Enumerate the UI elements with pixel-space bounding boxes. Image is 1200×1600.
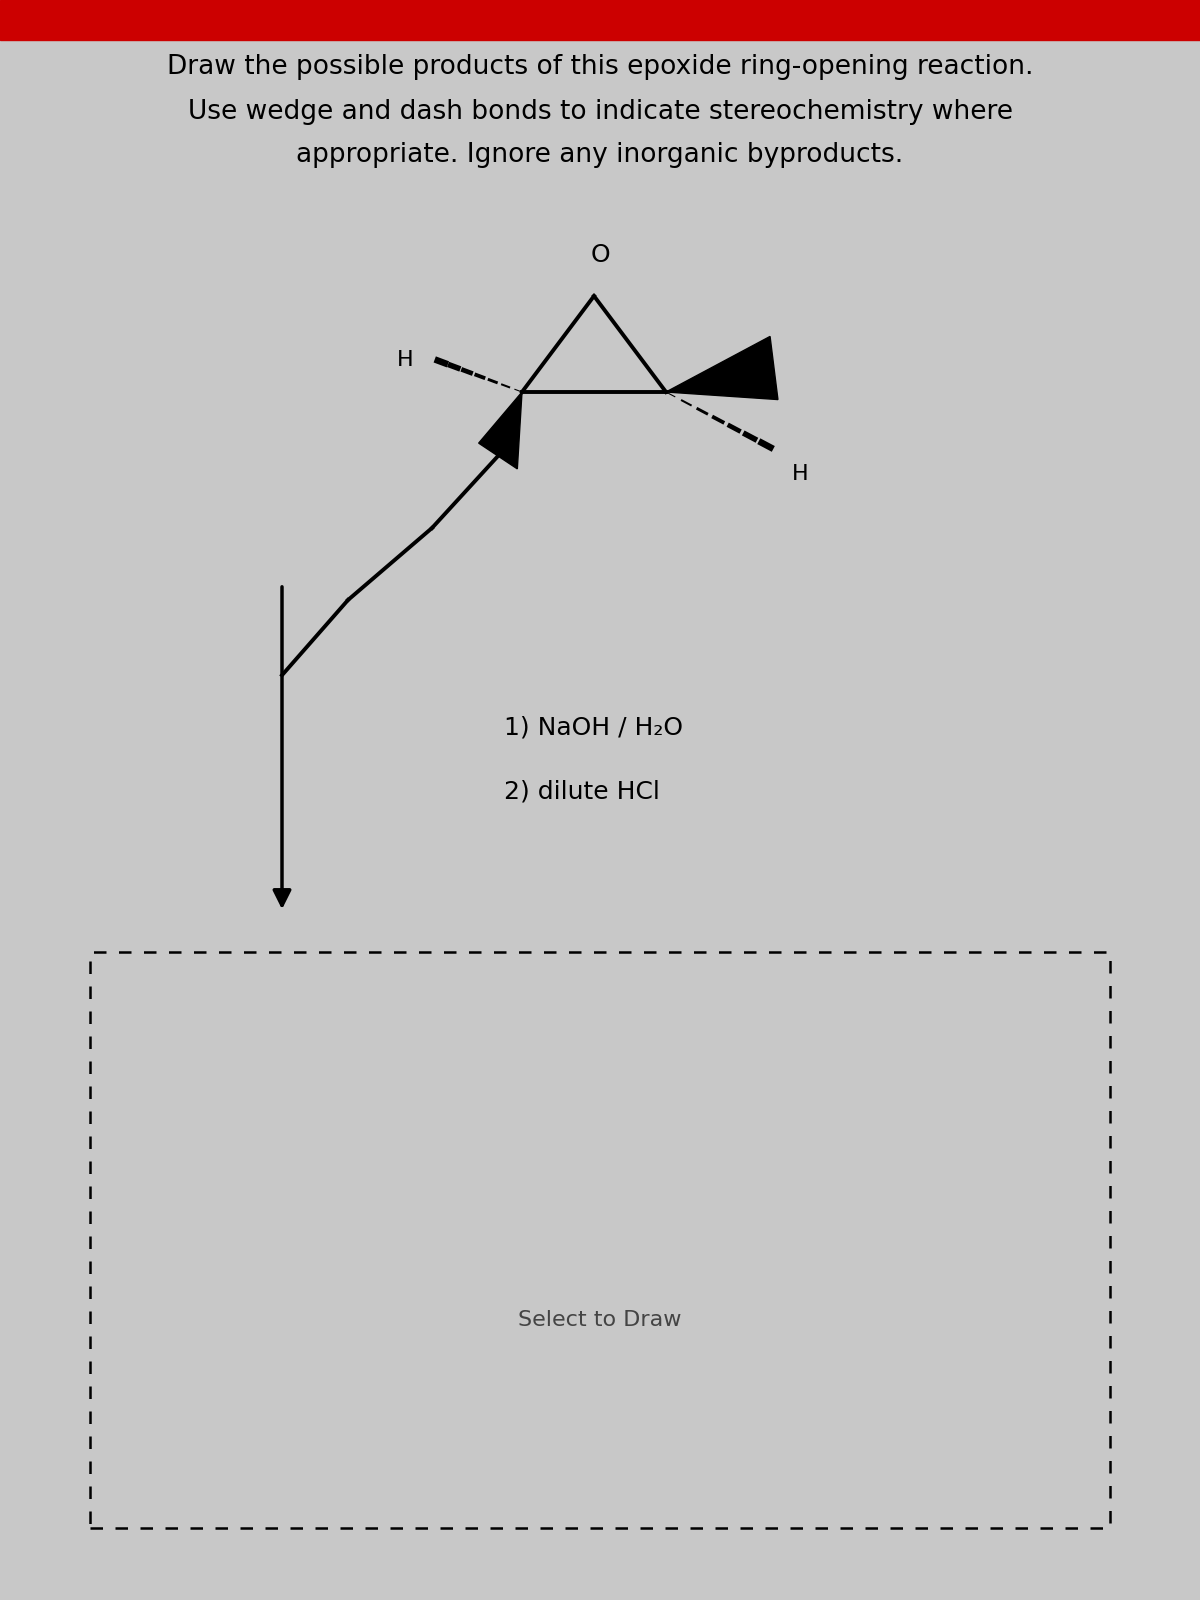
Text: H: H [397,350,414,370]
Text: 1) NaOH / H₂O: 1) NaOH / H₂O [504,715,683,739]
Text: O: O [590,243,610,267]
Text: Draw the possible products of this epoxide ring-opening reaction.: Draw the possible products of this epoxi… [167,54,1033,80]
Text: 2) dilute HCl: 2) dilute HCl [504,781,660,803]
Text: H: H [792,464,809,483]
Text: appropriate. Ignore any inorganic byproducts.: appropriate. Ignore any inorganic byprod… [296,142,904,168]
Text: Use wedge and dash bonds to indicate stereochemistry where: Use wedge and dash bonds to indicate ste… [187,99,1013,125]
Text: Select to Draw: Select to Draw [518,1310,682,1330]
Polygon shape [0,0,1200,40]
Polygon shape [479,392,522,469]
Polygon shape [666,336,778,400]
